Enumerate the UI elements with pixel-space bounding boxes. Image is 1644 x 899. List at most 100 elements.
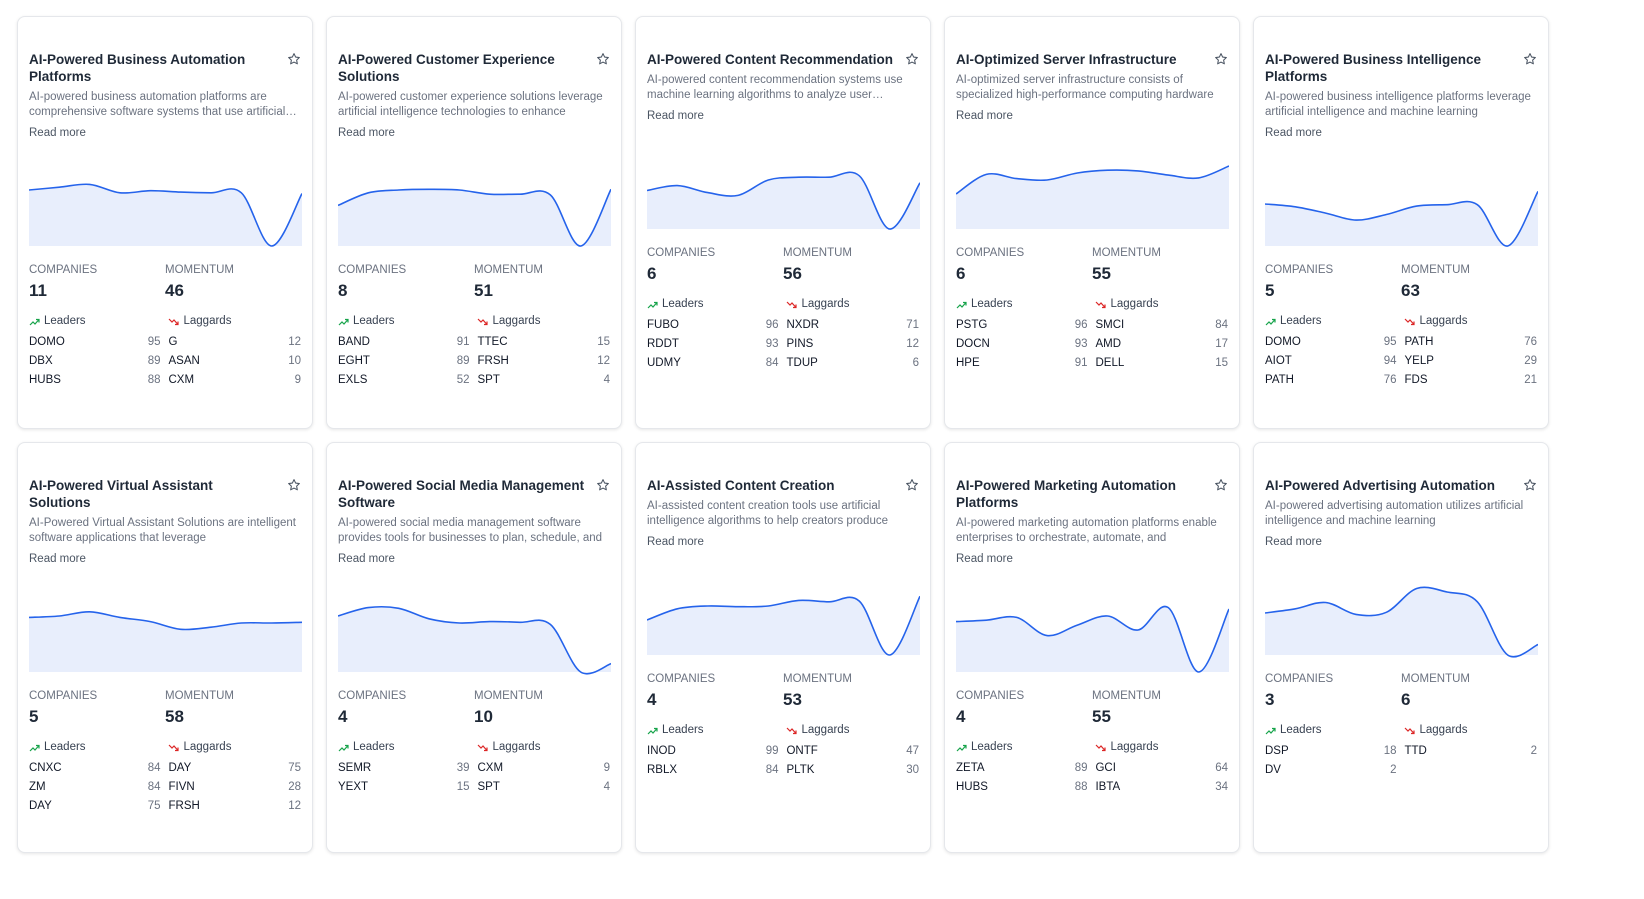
card-title[interactable]: AI-Powered Business Automation Platforms — [29, 52, 246, 84]
leader-row[interactable]: RBLX 84 — [647, 761, 786, 780]
leader-row[interactable]: DV 2 — [1265, 761, 1404, 780]
ticker-symbol[interactable]: AMD — [1095, 338, 1122, 350]
laggard-row[interactable]: FRSH 12 — [477, 352, 610, 371]
card-title[interactable]: AI-Powered Content Recommendation — [647, 52, 894, 67]
laggard-row[interactable]: TTEC 15 — [477, 333, 610, 352]
laggard-row[interactable]: PINS 12 — [786, 335, 919, 354]
ticker-symbol[interactable]: PLTK — [786, 764, 815, 776]
ticker-symbol[interactable]: FDS — [1404, 374, 1428, 386]
card-title[interactable]: AI-Optimized Server Infrastructure — [956, 52, 1177, 67]
ticker-symbol[interactable]: CXM — [168, 374, 195, 386]
ticker-symbol[interactable]: ZM — [29, 781, 46, 793]
laggard-row[interactable]: YELP 29 — [1404, 352, 1537, 371]
read-more-link[interactable]: Read more — [29, 127, 86, 139]
ticker-symbol[interactable]: DSP — [1265, 745, 1289, 757]
ticker-symbol[interactable]: AIOT — [1265, 355, 1292, 367]
theme-card[interactable]: AI-Powered Business Automation Platforms… — [17, 16, 313, 429]
card-title[interactable]: AI-Powered Marketing Automation Platform… — [956, 478, 1177, 510]
ticker-symbol[interactable]: HUBS — [29, 374, 61, 386]
leader-row[interactable]: DOMO 95 — [29, 333, 168, 352]
star-icon[interactable] — [1214, 478, 1228, 492]
ticker-symbol[interactable]: DAY — [29, 800, 52, 812]
laggard-row[interactable]: ASAN 10 — [168, 352, 301, 371]
ticker-symbol[interactable]: RDDT — [647, 338, 679, 350]
ticker-symbol[interactable]: ASAN — [168, 355, 200, 367]
card-title[interactable]: AI-Powered Advertising Automation — [1265, 478, 1496, 493]
ticker-symbol[interactable]: G — [168, 336, 178, 348]
star-icon[interactable] — [596, 52, 610, 66]
leader-row[interactable]: YEXT 15 — [338, 778, 477, 797]
card-title[interactable]: AI-Powered Virtual Assistant Solutions — [29, 478, 213, 510]
ticker-symbol[interactable]: UDMY — [647, 357, 681, 369]
leader-row[interactable]: HUBS 88 — [29, 371, 168, 390]
ticker-symbol[interactable]: ZETA — [956, 762, 985, 774]
ticker-symbol[interactable]: EXLS — [338, 374, 368, 386]
theme-card[interactable]: AI-Assisted Content Creation AI-assisted … — [635, 442, 931, 853]
ticker-symbol[interactable]: PATH — [1265, 374, 1294, 386]
laggard-row[interactable]: DELL 15 — [1095, 354, 1228, 373]
leader-row[interactable]: PSTG 96 — [956, 316, 1095, 335]
read-more-link[interactable]: Read more — [338, 127, 395, 139]
laggard-row[interactable]: TDUP 6 — [786, 354, 919, 373]
ticker-symbol[interactable]: TTEC — [477, 336, 508, 348]
card-title[interactable]: AI-Powered Customer Experience Solutions — [338, 52, 555, 84]
ticker-symbol[interactable]: DOMO — [1265, 336, 1301, 348]
laggard-row[interactable]: TTD 2 — [1404, 742, 1537, 761]
ticker-symbol[interactable]: PSTG — [956, 319, 988, 331]
leader-row[interactable]: EXLS 52 — [338, 371, 477, 390]
ticker-symbol[interactable]: FIVN — [168, 781, 195, 793]
ticker-symbol[interactable]: PATH — [1404, 336, 1434, 348]
theme-card[interactable]: AI-Powered Content Recommendation AI-powe… — [635, 16, 931, 429]
read-more-link[interactable]: Read more — [1265, 127, 1322, 139]
theme-card[interactable]: AI-Optimized Server Infrastructure AI-opt… — [944, 16, 1240, 429]
theme-card[interactable]: AI-Powered Social Media Management Softw… — [326, 442, 622, 853]
ticker-symbol[interactable]: SEMR — [338, 762, 372, 774]
ticker-symbol[interactable]: CXM — [477, 762, 504, 774]
theme-card[interactable]: AI-Powered Advertising Automation AI-powe… — [1253, 442, 1549, 853]
leader-row[interactable]: DAY 75 — [29, 797, 168, 816]
ticker-symbol[interactable]: SPT — [477, 781, 500, 793]
read-more-link[interactable]: Read more — [956, 553, 1013, 565]
ticker-symbol[interactable]: BAND — [338, 336, 370, 348]
laggard-row[interactable]: FDS 21 — [1404, 371, 1537, 390]
card-title[interactable]: AI-Assisted Content Creation — [647, 478, 835, 493]
leader-row[interactable]: PATH 76 — [1265, 371, 1404, 390]
laggard-row[interactable]: GCI 64 — [1095, 759, 1228, 778]
ticker-symbol[interactable]: TTD — [1404, 745, 1427, 757]
laggard-row[interactable]: SMCI 84 — [1095, 316, 1228, 335]
ticker-symbol[interactable]: GCI — [1095, 762, 1116, 774]
star-icon[interactable] — [905, 478, 919, 492]
star-icon[interactable] — [287, 52, 301, 66]
ticker-symbol[interactable]: DOCN — [956, 338, 990, 350]
leader-row[interactable]: HUBS 88 — [956, 778, 1095, 797]
read-more-link[interactable]: Read more — [29, 553, 86, 565]
leader-row[interactable]: INOD 99 — [647, 742, 786, 761]
ticker-symbol[interactable]: DBX — [29, 355, 53, 367]
leader-row[interactable]: EGHT 89 — [338, 352, 477, 371]
leader-row[interactable]: DOCN 93 — [956, 335, 1095, 354]
star-icon[interactable] — [1214, 52, 1228, 66]
ticker-symbol[interactable]: DOMO — [29, 336, 65, 348]
leader-row[interactable]: BAND 91 — [338, 333, 477, 352]
ticker-symbol[interactable]: FRSH — [477, 355, 509, 367]
ticker-symbol[interactable]: SPT — [477, 374, 500, 386]
star-icon[interactable] — [905, 52, 919, 66]
laggard-row[interactable]: NXDR 71 — [786, 316, 919, 335]
leader-row[interactable]: DSP 18 — [1265, 742, 1404, 761]
ticker-symbol[interactable]: YELP — [1404, 355, 1434, 367]
laggard-row[interactable]: SPT 4 — [477, 371, 610, 390]
ticker-symbol[interactable]: CNXC — [29, 762, 62, 774]
ticker-symbol[interactable]: YEXT — [338, 781, 369, 793]
read-more-link[interactable]: Read more — [338, 553, 395, 565]
ticker-symbol[interactable]: RBLX — [647, 764, 678, 776]
leader-row[interactable]: CNXC 84 — [29, 759, 168, 778]
leader-row[interactable]: UDMY 84 — [647, 354, 786, 373]
laggard-row[interactable]: PATH 76 — [1404, 333, 1537, 352]
theme-card[interactable]: AI-Powered Virtual Assistant Solutions AI… — [17, 442, 313, 853]
laggard-row[interactable]: ONTF 47 — [786, 742, 919, 761]
leader-row[interactable]: AIOT 94 — [1265, 352, 1404, 371]
ticker-symbol[interactable]: INOD — [647, 745, 676, 757]
ticker-symbol[interactable]: HPE — [956, 357, 980, 369]
star-icon[interactable] — [1523, 52, 1537, 66]
read-more-link[interactable]: Read more — [647, 110, 704, 122]
